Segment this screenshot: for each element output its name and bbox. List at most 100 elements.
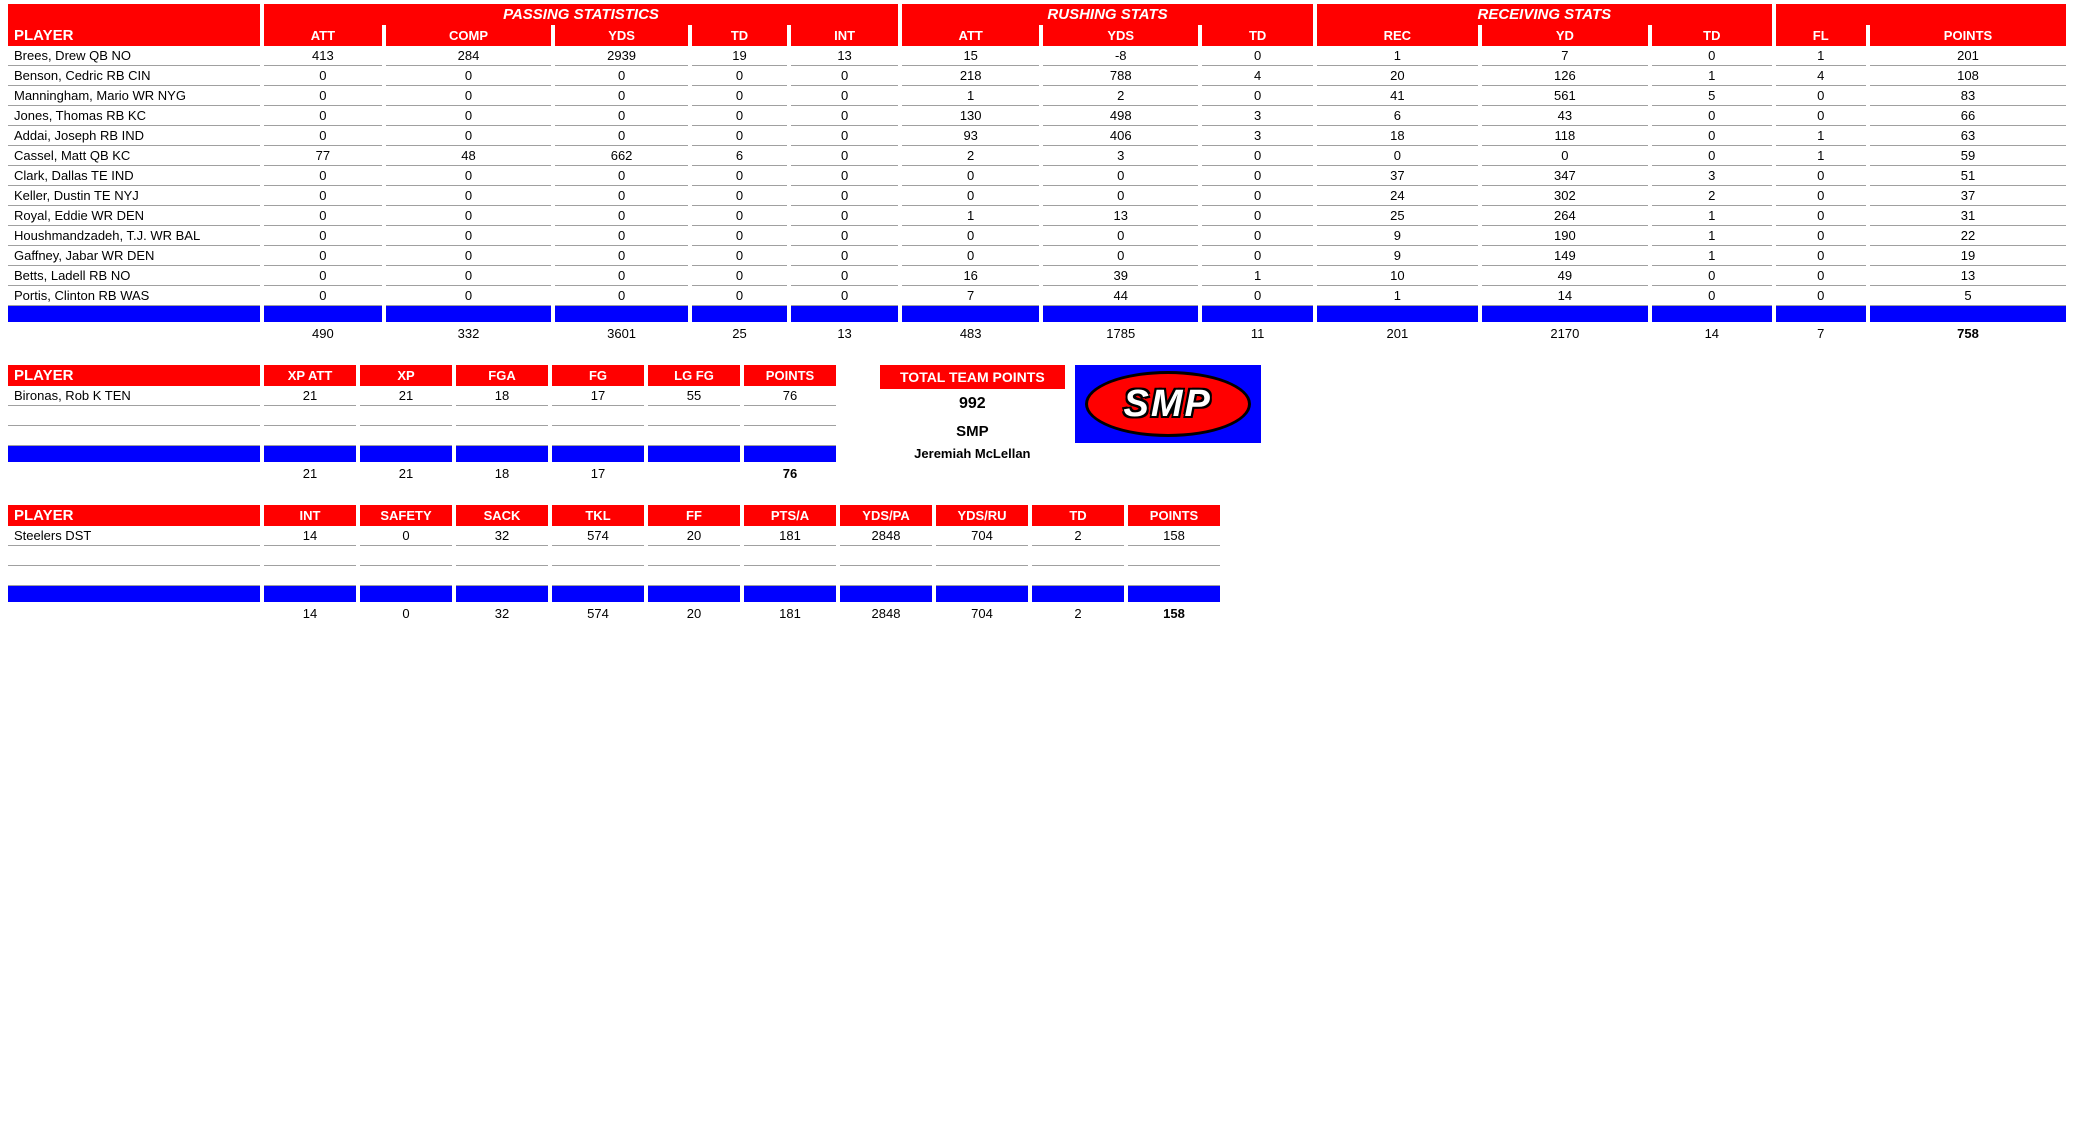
stat-cell: 0: [791, 266, 898, 286]
stat-cell: 21: [264, 386, 356, 406]
stat-cell: 0: [791, 86, 898, 106]
k-total-fg: 17: [552, 462, 644, 483]
stat-cell: 18: [1317, 126, 1478, 146]
stat-cell: 19: [1870, 246, 2066, 266]
divider-row: [8, 586, 1220, 602]
k-total-fga: 18: [456, 462, 548, 483]
stat-cell: 0: [555, 106, 688, 126]
stat-cell: 0: [555, 286, 688, 306]
stat-cell: 0: [386, 126, 551, 146]
col-p-int: INT: [791, 25, 898, 46]
stat-cell: 0: [902, 166, 1039, 186]
stat-cell: 2939: [555, 46, 688, 66]
stat-cell: 1: [1317, 46, 1478, 66]
stat-cell: 0: [692, 86, 787, 106]
table-row: Portis, Clinton RB WAS000007440114005: [8, 286, 2066, 306]
stat-cell: 59: [1870, 146, 2066, 166]
owner-name: Jeremiah McLellan: [880, 444, 1065, 463]
stat-cell: 21: [360, 386, 452, 406]
d-col-td: TD: [1032, 505, 1124, 526]
stat-cell: 63: [1870, 126, 2066, 146]
stat-cell: 0: [555, 266, 688, 286]
stat-cell: 0: [791, 166, 898, 186]
stat-cell: 0: [692, 246, 787, 266]
stat-cell: 574: [552, 526, 644, 546]
stat-cell: 788: [1043, 66, 1198, 86]
table-row: Keller, Dustin TE NYJ00000000243022037: [8, 186, 2066, 206]
player-name: Portis, Clinton RB WAS: [8, 286, 260, 306]
d-total-ydsru: 704: [936, 602, 1028, 623]
stat-cell: 48: [386, 146, 551, 166]
stat-cell: 6: [1317, 106, 1478, 126]
stat-cell: 76: [744, 386, 836, 406]
stat-cell: 0: [386, 106, 551, 126]
player-name: Gaffney, Jabar WR DEN: [8, 246, 260, 266]
d-total-ydspa: 2848: [840, 602, 932, 623]
stat-cell: 19: [692, 46, 787, 66]
stat-cell: 108: [1870, 66, 2066, 86]
total-p-int: 13: [791, 322, 898, 343]
stat-cell: 37: [1317, 166, 1478, 186]
misc-group-header: [1776, 4, 2067, 25]
stat-cell: 0: [386, 206, 551, 226]
stat-cell: 93: [902, 126, 1039, 146]
stat-cell: 44: [1043, 286, 1198, 306]
stat-cell: 9: [1317, 246, 1478, 266]
k-col-points: POINTS: [744, 365, 836, 386]
d-col-points: POINTS: [1128, 505, 1220, 526]
table-row: Clark, Dallas TE IND00000000373473051: [8, 166, 2066, 186]
stat-cell: 77: [264, 146, 382, 166]
stat-cell: 13: [1043, 206, 1198, 226]
stat-cell: 1: [1652, 226, 1771, 246]
player-name: Bironas, Rob K TEN: [8, 386, 260, 406]
d-total-points: 158: [1128, 602, 1220, 623]
kicking-totals-row: 21 21 18 17 76: [8, 462, 836, 483]
stat-cell: 10: [1317, 266, 1478, 286]
d-total-sack: 32: [456, 602, 548, 623]
stat-cell: 13: [791, 46, 898, 66]
stat-cell: 0: [1202, 226, 1313, 246]
stat-cell: 190: [1482, 226, 1648, 246]
table-row: Benson, Cedric RB CIN0000021878842012614…: [8, 66, 2066, 86]
stat-cell: 3: [1202, 126, 1313, 146]
stat-cell: 0: [1202, 166, 1313, 186]
stat-cell: 0: [555, 166, 688, 186]
table-row: Cassel, Matt QB KC774866260230000159: [8, 146, 2066, 166]
stat-cell: 0: [555, 186, 688, 206]
table-row: Houshmandzadeh, T.J. WR BAL0000000091901…: [8, 226, 2066, 246]
stat-cell: 1: [1776, 126, 1866, 146]
stat-cell: 3: [1652, 166, 1771, 186]
stat-cell: 1: [1652, 246, 1771, 266]
stat-cell: 66: [1870, 106, 2066, 126]
total-points: 758: [1870, 322, 2066, 343]
stat-cell: 14: [1482, 286, 1648, 306]
stat-cell: 149: [1482, 246, 1648, 266]
stat-cell: 0: [1652, 286, 1771, 306]
k-col-fg: FG: [552, 365, 644, 386]
stat-cell: 49: [1482, 266, 1648, 286]
empty-row: [8, 406, 836, 426]
stat-cell: 0: [1043, 246, 1198, 266]
table-row: Addai, Joseph RB IND00000934063181180163: [8, 126, 2066, 146]
stat-cell: 0: [386, 166, 551, 186]
empty-row: [8, 566, 1220, 586]
d-col-ff: FF: [648, 505, 740, 526]
d-col-player: PLAYER: [8, 505, 260, 526]
stat-cell: 2: [1032, 526, 1124, 546]
defense-table: PLAYER INT SAFETY SACK TKL FF PTS/A YDS/…: [4, 505, 1224, 623]
stat-cell: 0: [555, 246, 688, 266]
k-col-xp: XP: [360, 365, 452, 386]
d-total-safety: 0: [360, 602, 452, 623]
k-total-xpatt: 21: [264, 462, 356, 483]
stat-cell: 5: [1652, 86, 1771, 106]
stat-cell: 0: [692, 66, 787, 86]
stat-cell: 22: [1870, 226, 2066, 246]
total-c-yd: 2170: [1482, 322, 1648, 343]
stat-cell: 0: [264, 206, 382, 226]
stat-cell: 3: [1043, 146, 1198, 166]
stat-cell: 0: [1652, 106, 1771, 126]
stat-cell: 0: [902, 186, 1039, 206]
stat-cell: 32: [456, 526, 548, 546]
stat-cell: 218: [902, 66, 1039, 86]
d-col-tkl: TKL: [552, 505, 644, 526]
